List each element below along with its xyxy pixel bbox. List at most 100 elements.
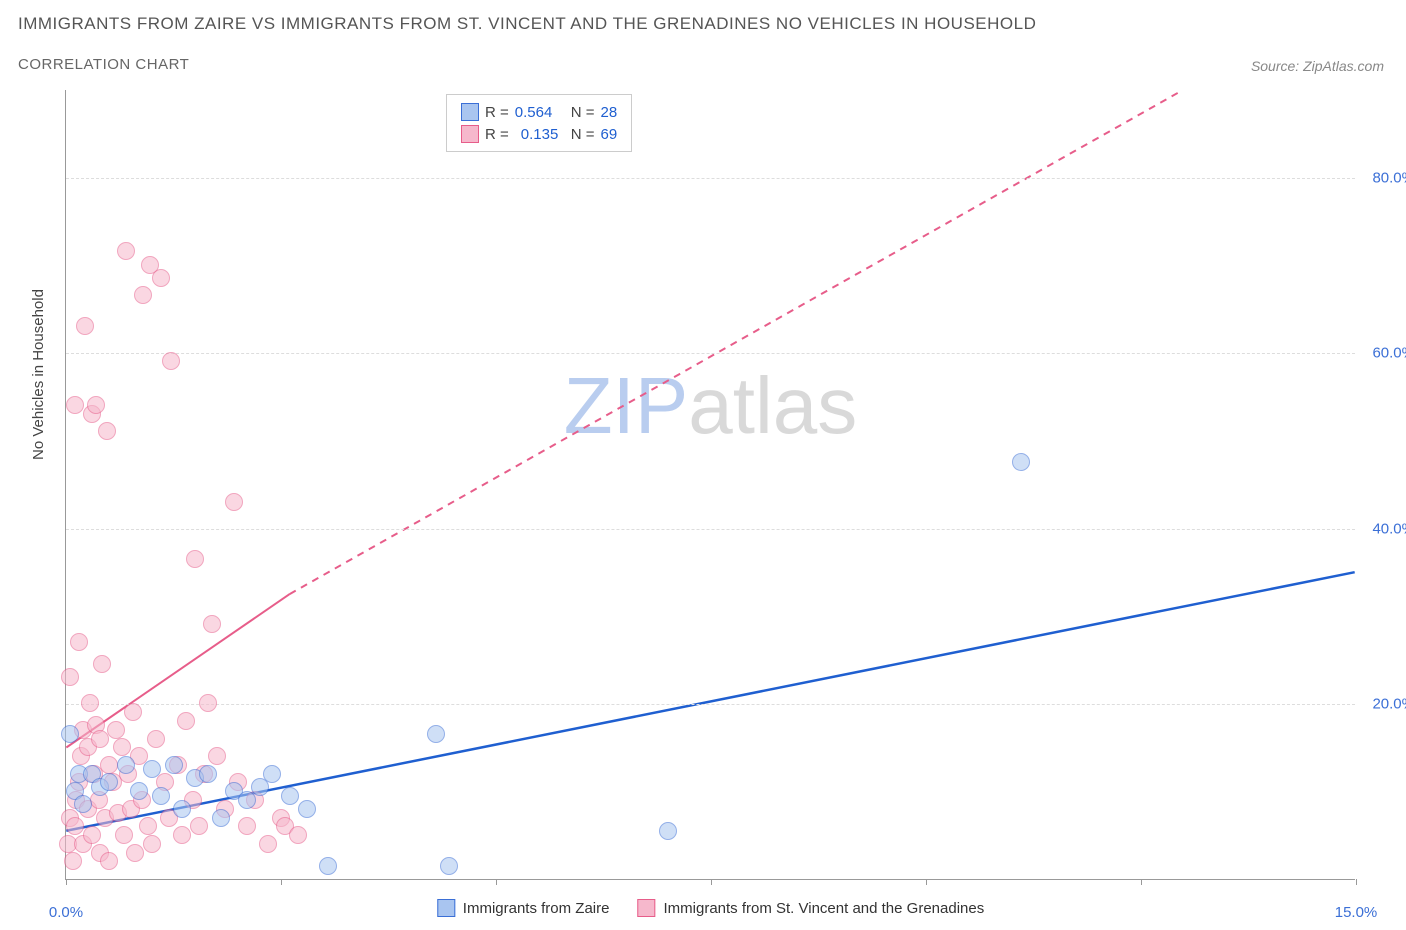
legend-row-stvincent: R = 0.135 N = 69 [461, 123, 617, 145]
x-tick-label: 15.0% [1335, 904, 1378, 921]
data-point [152, 787, 170, 805]
legend-n-label: N = [571, 104, 595, 121]
data-point [66, 396, 84, 414]
data-point [61, 668, 79, 686]
data-point [440, 857, 458, 875]
x-tick [711, 879, 712, 885]
y-tick-label: 20.0% [1372, 696, 1406, 713]
data-point [100, 773, 118, 791]
legend-n-label: N = [571, 126, 595, 143]
data-point [61, 725, 79, 743]
data-point [152, 269, 170, 287]
grid-line [66, 704, 1355, 705]
data-point [87, 396, 105, 414]
watermark-part1: ZIP [564, 361, 688, 450]
data-point [186, 550, 204, 568]
data-point [98, 422, 116, 440]
data-point [117, 756, 135, 774]
data-point [74, 795, 92, 813]
data-point [199, 765, 217, 783]
legend-n-value-zaire: 28 [601, 104, 618, 121]
data-point [203, 615, 221, 633]
legend-label-zaire: Immigrants from Zaire [463, 900, 610, 917]
data-point [1012, 453, 1030, 471]
data-point [81, 694, 99, 712]
y-tick-label: 80.0% [1372, 169, 1406, 186]
swatch-zaire [461, 103, 479, 121]
legend-r-label: R = [485, 104, 509, 121]
swatch-stvincent [461, 125, 479, 143]
chart-subtitle: CORRELATION CHART [18, 56, 189, 73]
data-point [162, 352, 180, 370]
data-point [126, 844, 144, 862]
data-point [70, 633, 88, 651]
x-tick [496, 879, 497, 885]
data-point [139, 817, 157, 835]
swatch-stvincent [637, 899, 655, 917]
data-point [64, 852, 82, 870]
data-point [100, 852, 118, 870]
data-point [319, 857, 337, 875]
data-point [259, 835, 277, 853]
swatch-zaire [437, 899, 455, 917]
trend-lines-layer [66, 90, 1355, 879]
y-tick-label: 40.0% [1372, 520, 1406, 537]
data-point [117, 242, 135, 260]
data-point [177, 712, 195, 730]
data-point [659, 822, 677, 840]
data-point [107, 721, 125, 739]
data-point [225, 493, 243, 511]
legend-n-value-stvincent: 69 [601, 126, 618, 143]
data-point [134, 286, 152, 304]
x-tick-label: 0.0% [49, 904, 83, 921]
data-point [124, 703, 142, 721]
data-point [76, 317, 94, 335]
data-point [212, 809, 230, 827]
legend-item-zaire: Immigrants from Zaire [437, 899, 610, 917]
data-point [427, 725, 445, 743]
data-point [83, 826, 101, 844]
legend-label-stvincent: Immigrants from St. Vincent and the Gren… [663, 900, 984, 917]
correlation-legend: R = 0.564 N = 28 R = 0.135 N = 69 [446, 94, 632, 152]
data-point [165, 756, 183, 774]
data-point [298, 800, 316, 818]
legend-r-value-stvincent: 0.135 [515, 126, 565, 143]
data-point [190, 817, 208, 835]
data-point [238, 817, 256, 835]
watermark: ZIPatlas [564, 360, 857, 452]
data-point [66, 817, 84, 835]
data-point [93, 655, 111, 673]
legend-row-zaire: R = 0.564 N = 28 [461, 101, 617, 123]
y-tick-label: 60.0% [1372, 345, 1406, 362]
data-point [289, 826, 307, 844]
data-point [100, 756, 118, 774]
legend-r-value-zaire: 0.564 [515, 104, 565, 121]
y-axis-title: No Vehicles in Household [30, 289, 47, 460]
data-point [173, 826, 191, 844]
legend-item-stvincent: Immigrants from St. Vincent and the Gren… [637, 899, 984, 917]
data-point [130, 782, 148, 800]
legend-r-label: R = [485, 126, 509, 143]
data-point [143, 760, 161, 778]
series-legend: Immigrants from Zaire Immigrants from St… [437, 899, 984, 917]
source-label: Source: ZipAtlas.com [1251, 58, 1384, 74]
data-point [115, 826, 133, 844]
data-point [208, 747, 226, 765]
chart-title: IMMIGRANTS FROM ZAIRE VS IMMIGRANTS FROM… [18, 14, 1036, 34]
data-point [263, 765, 281, 783]
grid-line [66, 529, 1355, 530]
data-point [143, 835, 161, 853]
data-point [173, 800, 191, 818]
watermark-part2: atlas [688, 361, 857, 450]
grid-line [66, 178, 1355, 179]
x-tick [926, 879, 927, 885]
x-tick [66, 879, 67, 885]
scatter-chart: ZIPatlas R = 0.564 N = 28 R = 0.135 N = … [65, 90, 1355, 880]
grid-line [66, 353, 1355, 354]
x-tick [1356, 879, 1357, 885]
data-point [147, 730, 165, 748]
data-point [281, 787, 299, 805]
data-point [113, 738, 131, 756]
x-tick [1141, 879, 1142, 885]
x-tick [281, 879, 282, 885]
